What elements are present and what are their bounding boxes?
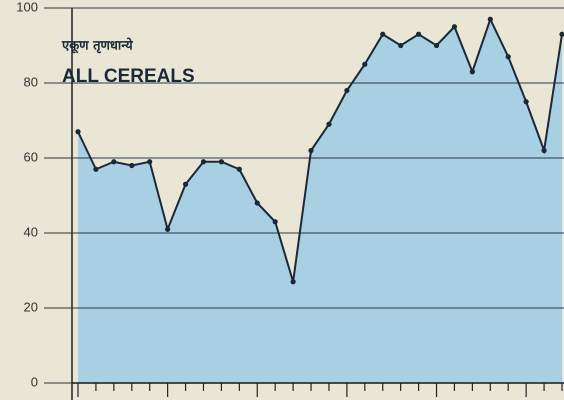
y-tick-label: 20 bbox=[24, 299, 38, 314]
area bbox=[78, 19, 562, 383]
point bbox=[290, 279, 296, 285]
point bbox=[523, 99, 529, 105]
point bbox=[398, 42, 404, 49]
point bbox=[505, 54, 511, 60]
point bbox=[200, 159, 207, 165]
plot: 0 20 40 60 80 100 bbox=[16, 0, 564, 400]
y-tick-label: 80 bbox=[24, 74, 38, 89]
chart-title: एकूण तृणधान्ये bbox=[61, 38, 133, 54]
point bbox=[129, 162, 135, 169]
y-tick-label: 40 bbox=[24, 224, 38, 239]
y-tick-label: 100 bbox=[16, 0, 38, 14]
point bbox=[559, 31, 564, 37]
point bbox=[93, 166, 99, 172]
point bbox=[415, 31, 422, 37]
point bbox=[165, 226, 171, 232]
point bbox=[272, 219, 278, 225]
point bbox=[326, 121, 332, 127]
y-tick-label: 60 bbox=[24, 149, 38, 164]
y-tick-label: 0 bbox=[31, 374, 38, 389]
line bbox=[77, 16, 563, 283]
point bbox=[236, 166, 242, 172]
point bbox=[451, 24, 458, 30]
point bbox=[111, 159, 117, 165]
point bbox=[380, 31, 386, 37]
point bbox=[362, 61, 368, 67]
point bbox=[433, 42, 440, 49]
chart-subtitle: ALL CEREALS bbox=[62, 66, 195, 87]
point bbox=[487, 16, 493, 22]
point bbox=[182, 181, 189, 187]
point bbox=[75, 129, 81, 135]
point bbox=[218, 159, 225, 165]
point bbox=[469, 69, 475, 75]
point bbox=[308, 147, 314, 154]
point bbox=[254, 200, 260, 206]
point bbox=[344, 87, 350, 94]
point bbox=[541, 147, 547, 154]
point bbox=[147, 159, 153, 165]
